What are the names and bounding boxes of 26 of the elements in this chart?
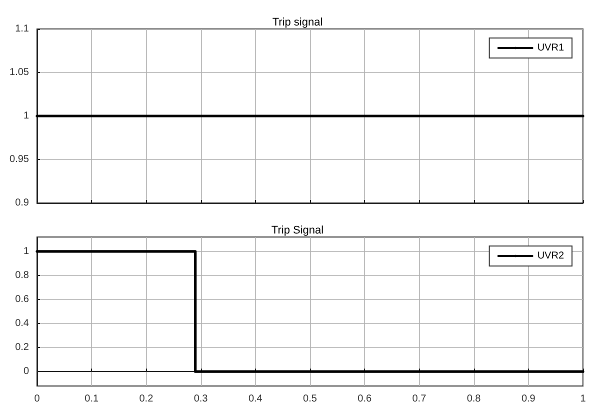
x-tick-label: 0.5 (303, 394, 318, 404)
y-tick-label: 1.1 (15, 24, 30, 34)
y-tick-label: 0.6 (15, 294, 30, 305)
x-tick-label: 0.1 (84, 394, 99, 404)
x-tick-label: 0.9 (521, 394, 536, 404)
y-tick-label: 0.9 (15, 198, 30, 208)
y-tick-label: 1 (23, 110, 30, 122)
y-tick-label: 1.05 (10, 67, 30, 78)
x-tick-label: 0 (34, 394, 40, 404)
x-tick-label: 0.8 (466, 394, 482, 404)
legend-label: UVR2 (537, 250, 564, 262)
y-tick-label: 0 (23, 366, 30, 378)
y-tick-label: 1 (23, 246, 30, 257)
x-tick-label: 0.2 (139, 394, 154, 404)
x-tick-label: 0.7 (412, 394, 427, 404)
x-tick-label: 0.4 (248, 394, 263, 404)
y-tick-label: 0.95 (10, 154, 30, 165)
y-tick-label: 0.4 (15, 318, 30, 330)
chart-title: Trip Signal (271, 224, 324, 236)
x-tick-label: 0.6 (358, 394, 372, 404)
chart-title: Trip signal (272, 16, 323, 28)
y-tick-label: 0.2 (15, 342, 30, 354)
x-tick-label: 1 (580, 394, 586, 404)
legend-label: UVR1 (537, 42, 564, 54)
y-tick-label: 0.8 (15, 270, 30, 281)
x-tick-label: 0.3 (194, 394, 208, 404)
